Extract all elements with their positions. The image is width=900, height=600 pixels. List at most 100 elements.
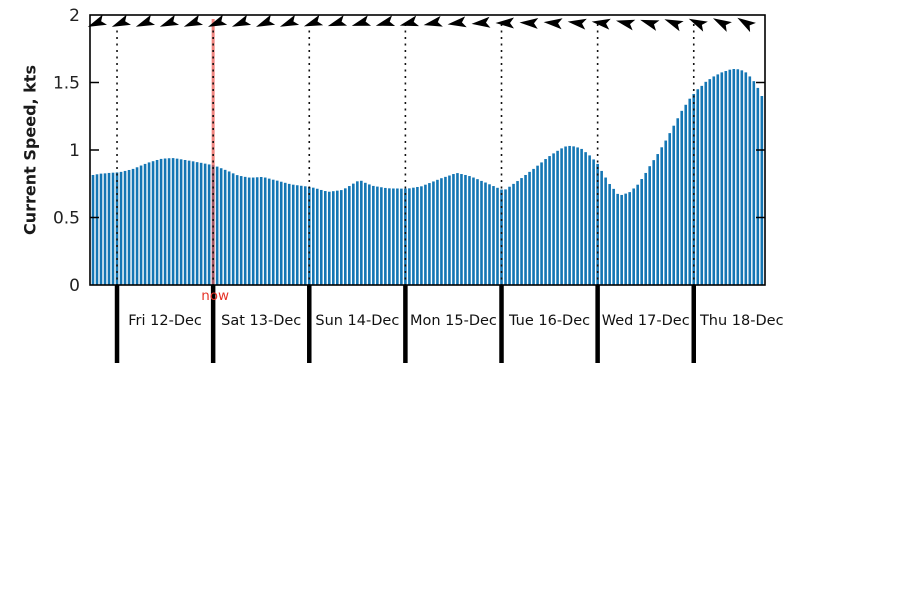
speed-bar <box>736 69 740 286</box>
speed-bar <box>151 161 155 285</box>
direction-arrow-icon <box>135 14 156 27</box>
direction-arrow-icon <box>303 14 324 27</box>
speed-bar <box>175 158 179 285</box>
speed-bar <box>408 188 411 285</box>
speed-bar <box>556 150 559 285</box>
speed-bar <box>680 110 684 285</box>
speed-bar <box>452 174 455 285</box>
speed-bar <box>708 79 712 286</box>
speed-bar <box>295 185 299 285</box>
speed-bar <box>207 164 211 285</box>
speed-bar <box>512 183 515 285</box>
speed-bar <box>704 81 708 285</box>
speed-bar <box>135 167 139 285</box>
speed-bar <box>171 158 175 285</box>
speed-bar <box>544 159 547 285</box>
speed-bar <box>400 188 403 285</box>
direction-arrow-icon <box>519 17 539 29</box>
speed-bar <box>560 148 563 285</box>
speed-bar <box>476 179 479 285</box>
direction-arrow-icon <box>279 14 300 27</box>
speed-bar <box>143 163 147 285</box>
speed-bar <box>576 147 579 285</box>
speed-bar <box>307 186 311 285</box>
speed-bar <box>235 175 239 285</box>
speed-bar <box>167 158 171 285</box>
speed-bar <box>644 172 647 285</box>
speed-bar <box>107 172 111 285</box>
day-label: Thu 18-Dec <box>699 313 784 329</box>
speed-bar <box>572 146 575 285</box>
axes-box <box>89 14 766 286</box>
speed-bar <box>524 174 527 285</box>
speed-bar <box>548 156 551 285</box>
speed-bar <box>404 188 407 285</box>
speed-bar <box>179 159 183 285</box>
direction-arrow-icon <box>375 15 396 26</box>
direction-arrow-icon <box>399 15 420 27</box>
speed-bar <box>267 178 271 285</box>
speed-bar <box>299 185 303 285</box>
speed-bar <box>131 168 135 285</box>
speed-bar <box>147 162 151 285</box>
speed-bar <box>668 133 672 286</box>
speed-bar <box>315 188 319 285</box>
day-label: Sun 14-Dec <box>315 313 399 329</box>
now-label: now <box>201 288 229 304</box>
speed-bar <box>163 158 167 285</box>
speed-bar <box>327 191 331 285</box>
y-axis-label: Current Speed, kts <box>20 65 40 235</box>
speed-bar <box>540 162 543 285</box>
y-tick-label: 0 <box>69 276 80 296</box>
speed-bar <box>664 140 668 285</box>
direction-arrow-icon <box>87 14 107 27</box>
speed-bar <box>728 69 732 286</box>
speed-bar <box>448 175 451 285</box>
speed-bar <box>732 69 736 285</box>
speed-bar <box>536 165 539 285</box>
speed-bar <box>155 159 159 285</box>
speed-bar <box>752 81 756 286</box>
speed-bar <box>183 159 187 285</box>
speed-bar <box>336 190 339 285</box>
speed-bar <box>640 179 643 285</box>
speed-bar <box>384 187 387 285</box>
speed-bar <box>744 72 748 286</box>
current-direction-arrows <box>87 14 756 33</box>
speed-bar <box>528 171 531 285</box>
direction-arrow-icon <box>351 15 372 26</box>
speed-bar <box>239 176 243 285</box>
direction-arrow-icon <box>255 14 276 27</box>
speed-bar <box>319 189 323 285</box>
direction-arrow-icon <box>664 19 684 32</box>
direction-arrow-icon <box>471 16 491 28</box>
direction-arrow-icon <box>183 14 204 27</box>
speed-bar <box>488 184 491 285</box>
y-tick-label: 1 <box>69 141 80 161</box>
speed-bar <box>600 170 603 285</box>
speed-bar <box>444 176 447 285</box>
direction-arrow-icon <box>423 15 443 27</box>
speed-bar <box>91 174 95 285</box>
day-label: Fri 12-Dec <box>128 313 202 329</box>
speed-bar <box>472 177 475 285</box>
speed-bar <box>468 176 471 285</box>
speed-bar <box>440 178 443 285</box>
speed-bar <box>648 166 651 285</box>
speed-bar <box>243 176 247 285</box>
speed-bar <box>520 178 523 285</box>
speed-bar <box>344 188 347 285</box>
speed-bar <box>356 181 359 285</box>
speed-bar <box>255 177 259 285</box>
speed-bar <box>219 168 223 285</box>
speed-bar <box>624 193 627 285</box>
direction-arrow-icon <box>640 19 660 31</box>
speed-bar <box>388 188 391 285</box>
direction-arrow-icon <box>737 17 756 33</box>
speed-bar <box>275 180 279 285</box>
speed-bar <box>612 188 615 285</box>
speed-bar <box>568 145 571 285</box>
speed-bar <box>303 186 307 285</box>
y-tick-label: 2 <box>69 6 80 26</box>
speed-bar <box>684 104 688 285</box>
